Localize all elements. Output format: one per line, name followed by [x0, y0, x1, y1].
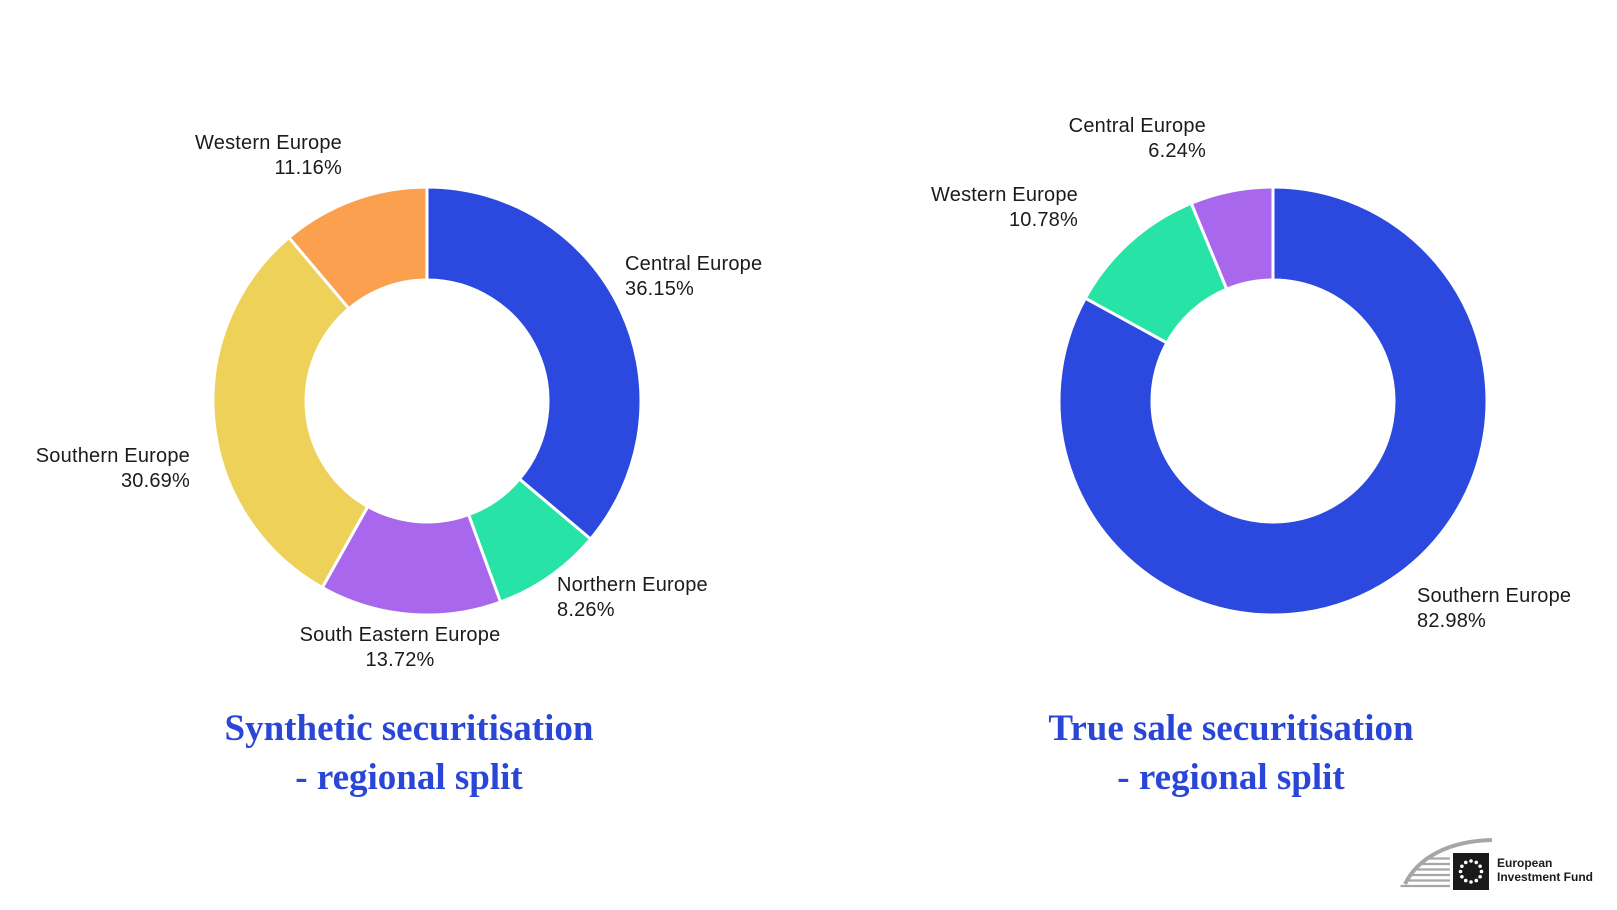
eif-logo-text: European Investment Fund — [1497, 856, 1593, 884]
eif-logo-text-line2: Investment Fund — [1497, 870, 1594, 884]
callout-percent: 30.69% — [120, 470, 190, 492]
callout-true-sale-securitisation-southern-europe: Southern Europe 82.98% — [1417, 584, 1571, 634]
callout-region-name: Northern Europe — [557, 574, 708, 596]
callout-region-name: Central Europe — [625, 253, 763, 275]
eu-star-dot — [1469, 880, 1473, 884]
callout-region-name: Southern Europe — [1417, 585, 1572, 607]
donut-segment-western-europe — [287, 185, 429, 311]
callout-region-name: South Eastern Europe — [299, 624, 501, 646]
callout-percent: 8.26% — [557, 599, 615, 621]
callout-true-sale-securitisation-central-europe: Central Europe 6.24% — [1069, 114, 1206, 164]
right-chart-title: True sale securitisation - regional spli… — [1048, 704, 1413, 802]
callout-percent: 10.78% — [1008, 209, 1078, 231]
eif-lines-icon — [1400, 857, 1450, 888]
left-chart-title-line1: Synthetic securitisation — [224, 708, 594, 749]
callout-region-name: Central Europe — [1068, 115, 1206, 137]
left-chart-title: Synthetic securitisation - regional spli… — [225, 704, 594, 802]
eif-arc-icon — [1403, 838, 1493, 885]
callout-region-name: Western Europe — [931, 184, 1078, 206]
donut-true-sale-securitisation — [1057, 185, 1489, 617]
callout-percent: 13.72% — [365, 649, 435, 671]
callout-synthetic-securitisation-northern-europe: Northern Europe 8.26% — [557, 573, 708, 623]
callout-percent: 82.98% — [1417, 610, 1487, 632]
eif-logo: European Investment Fund — [1372, 816, 1617, 906]
callout-true-sale-securitisation-western-europe: Western Europe 10.78% — [931, 183, 1078, 233]
eu-star-dot — [1460, 864, 1464, 869]
eu-star-dot — [1469, 859, 1473, 863]
eu-star-dot — [1458, 869, 1463, 874]
callout-synthetic-securitisation-western-europe: Western Europe 11.16% — [195, 131, 342, 181]
eu-flag-square — [1453, 853, 1489, 890]
callout-synthetic-securitisation-southern-europe: Southern Europe 30.69% — [36, 444, 190, 494]
callout-region-name: Southern Europe — [35, 445, 190, 467]
eu-star-dot — [1460, 874, 1464, 879]
eu-star-dot — [1463, 860, 1468, 865]
callout-region-name: Western Europe — [195, 132, 342, 154]
right-chart-title-line2: - regional split — [1117, 757, 1345, 798]
callout-percent: 11.16% — [274, 157, 342, 179]
callout-synthetic-securitisation-central-europe: Central Europe 36.15% — [625, 252, 762, 302]
eu-star-dot — [1478, 874, 1482, 879]
eu-star-dot — [1478, 864, 1482, 869]
donut-synthetic-securitisation — [211, 185, 643, 617]
eu-star-dot — [1463, 878, 1468, 883]
donut-segment-southern-europe — [211, 236, 370, 590]
callout-percent: 6.24% — [1148, 140, 1206, 162]
eu-star-dot — [1474, 860, 1479, 865]
right-chart-title-line1: True sale securitisation — [1048, 708, 1414, 749]
eu-star-dot — [1474, 878, 1479, 883]
eu-star-dot — [1479, 869, 1484, 874]
eif-logo-graphic — [1400, 838, 1493, 890]
donut-segment-southern-europe — [1057, 185, 1489, 617]
eif-logo-text-line1: European — [1497, 856, 1553, 870]
callout-percent: 36.15% — [625, 278, 695, 300]
left-chart-title-line2: - regional split — [295, 757, 523, 798]
eu-stars-icon — [1458, 859, 1484, 884]
callout-synthetic-securitisation-south-eastern-europe: South Eastern Europe 13.72% — [300, 623, 501, 673]
donut-segment-central-europe — [1189, 185, 1275, 291]
donut-segment-central-europe — [425, 185, 643, 541]
